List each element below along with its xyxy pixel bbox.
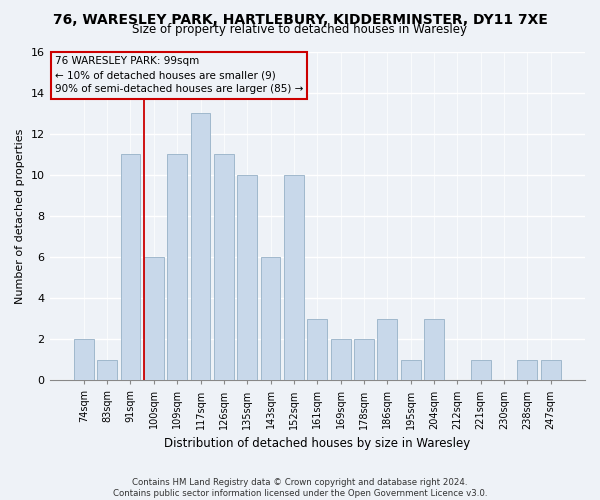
Bar [167, 154, 187, 380]
Bar [541, 360, 560, 380]
Bar [144, 257, 164, 380]
Bar [191, 113, 211, 380]
Text: Size of property relative to detached houses in Waresley: Size of property relative to detached ho… [133, 22, 467, 36]
Bar [284, 175, 304, 380]
Bar [471, 360, 491, 380]
Text: Contains HM Land Registry data © Crown copyright and database right 2024.
Contai: Contains HM Land Registry data © Crown c… [113, 478, 487, 498]
Bar [331, 339, 350, 380]
Bar [517, 360, 538, 380]
Bar [74, 339, 94, 380]
Bar [121, 154, 140, 380]
Text: 76, WARESLEY PARK, HARTLEBURY, KIDDERMINSTER, DY11 7XE: 76, WARESLEY PARK, HARTLEBURY, KIDDERMIN… [53, 12, 547, 26]
Bar [97, 360, 117, 380]
Bar [238, 175, 257, 380]
Text: 76 WARESLEY PARK: 99sqm
← 10% of detached houses are smaller (9)
90% of semi-det: 76 WARESLEY PARK: 99sqm ← 10% of detache… [55, 56, 303, 94]
Bar [260, 257, 280, 380]
Bar [214, 154, 234, 380]
Bar [401, 360, 421, 380]
Bar [307, 318, 327, 380]
Bar [377, 318, 397, 380]
Bar [354, 339, 374, 380]
Bar [424, 318, 444, 380]
Y-axis label: Number of detached properties: Number of detached properties [15, 128, 25, 304]
X-axis label: Distribution of detached houses by size in Waresley: Distribution of detached houses by size … [164, 437, 470, 450]
